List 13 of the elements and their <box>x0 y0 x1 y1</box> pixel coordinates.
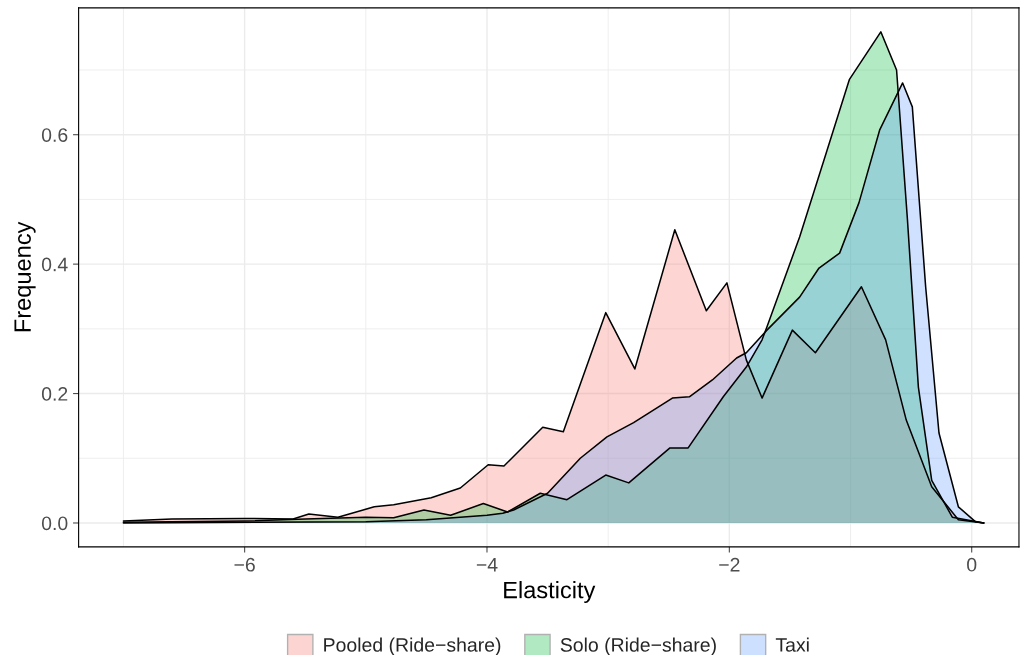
x-tick-label: −4 <box>476 558 498 572</box>
y-axis-title: Frequency <box>14 221 36 332</box>
y-tick-label: 0.0 <box>41 516 68 531</box>
y-tick-label: 0.6 <box>41 128 68 142</box>
legend-label: Taxi <box>775 637 809 652</box>
y-tick-label: 0.4 <box>41 257 68 272</box>
y-tick-label: 0.2 <box>41 387 68 401</box>
legend-label: Solo (Ride−share) <box>560 637 716 655</box>
x-tick-label: −2 <box>719 557 740 572</box>
legend-label: Pooled (Ride−share) <box>324 637 501 655</box>
x-tick-label: −6 <box>234 557 255 572</box>
x-tick-label: 0 <box>967 557 977 572</box>
x-axis-title: Elasticity <box>504 581 596 604</box>
